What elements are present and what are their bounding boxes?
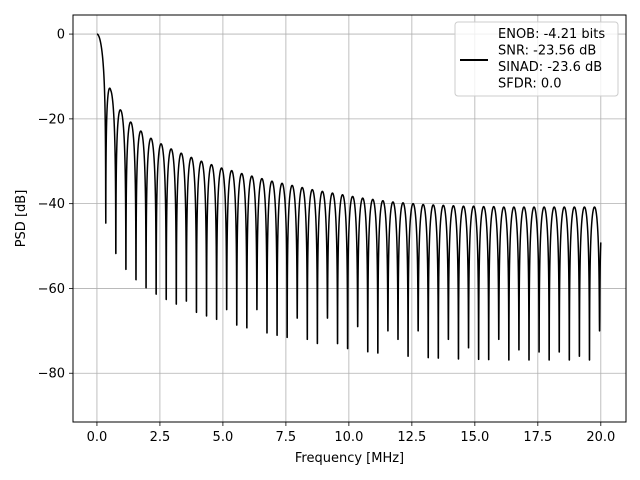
x-tick-label: 5.0 <box>213 430 234 445</box>
y-tick-label: −20 <box>38 112 65 127</box>
legend-snr-text: SNR: -23.56 dB <box>498 44 596 59</box>
x-tick-label: 2.5 <box>150 430 171 445</box>
x-ticks: 0.0 2.5 5.0 7.5 10.0 12.5 15.0 17.5 20.0 <box>87 422 615 445</box>
x-tick-label: 20.0 <box>586 430 615 445</box>
x-tick-label: 10.0 <box>334 430 363 445</box>
legend: ENOB: -4.21 bits SNR: -23.56 dB SINAD: -… <box>454 21 619 97</box>
legend-sfdr-text: SFDR: 0.0 <box>498 77 562 92</box>
x-tick-label: 7.5 <box>276 430 297 445</box>
y-ticks: 0 −20 −40 −60 −80 <box>38 28 73 382</box>
y-tick-label: −40 <box>38 197 65 212</box>
x-tick-label: 15.0 <box>460 430 489 445</box>
x-axis-label: Frequency [MHz] <box>295 451 404 466</box>
x-tick-label: 0.0 <box>87 430 108 445</box>
x-tick-label: 12.5 <box>397 430 426 445</box>
y-tick-label: 0 <box>57 28 65 43</box>
y-tick-label: −60 <box>38 282 65 297</box>
legend-sinad-text: SINAD: -23.6 dB <box>498 60 602 75</box>
y-tick-label: −80 <box>38 367 65 382</box>
axes-frame <box>72 14 627 423</box>
y-axis-label: PSD [dB] <box>14 190 29 248</box>
legend-enob-text: ENOB: -4.21 bits <box>498 27 605 42</box>
x-tick-label: 17.5 <box>523 430 552 445</box>
legend-box <box>454 21 619 97</box>
plot-area <box>96 33 602 361</box>
psd-series-line <box>96 33 602 361</box>
